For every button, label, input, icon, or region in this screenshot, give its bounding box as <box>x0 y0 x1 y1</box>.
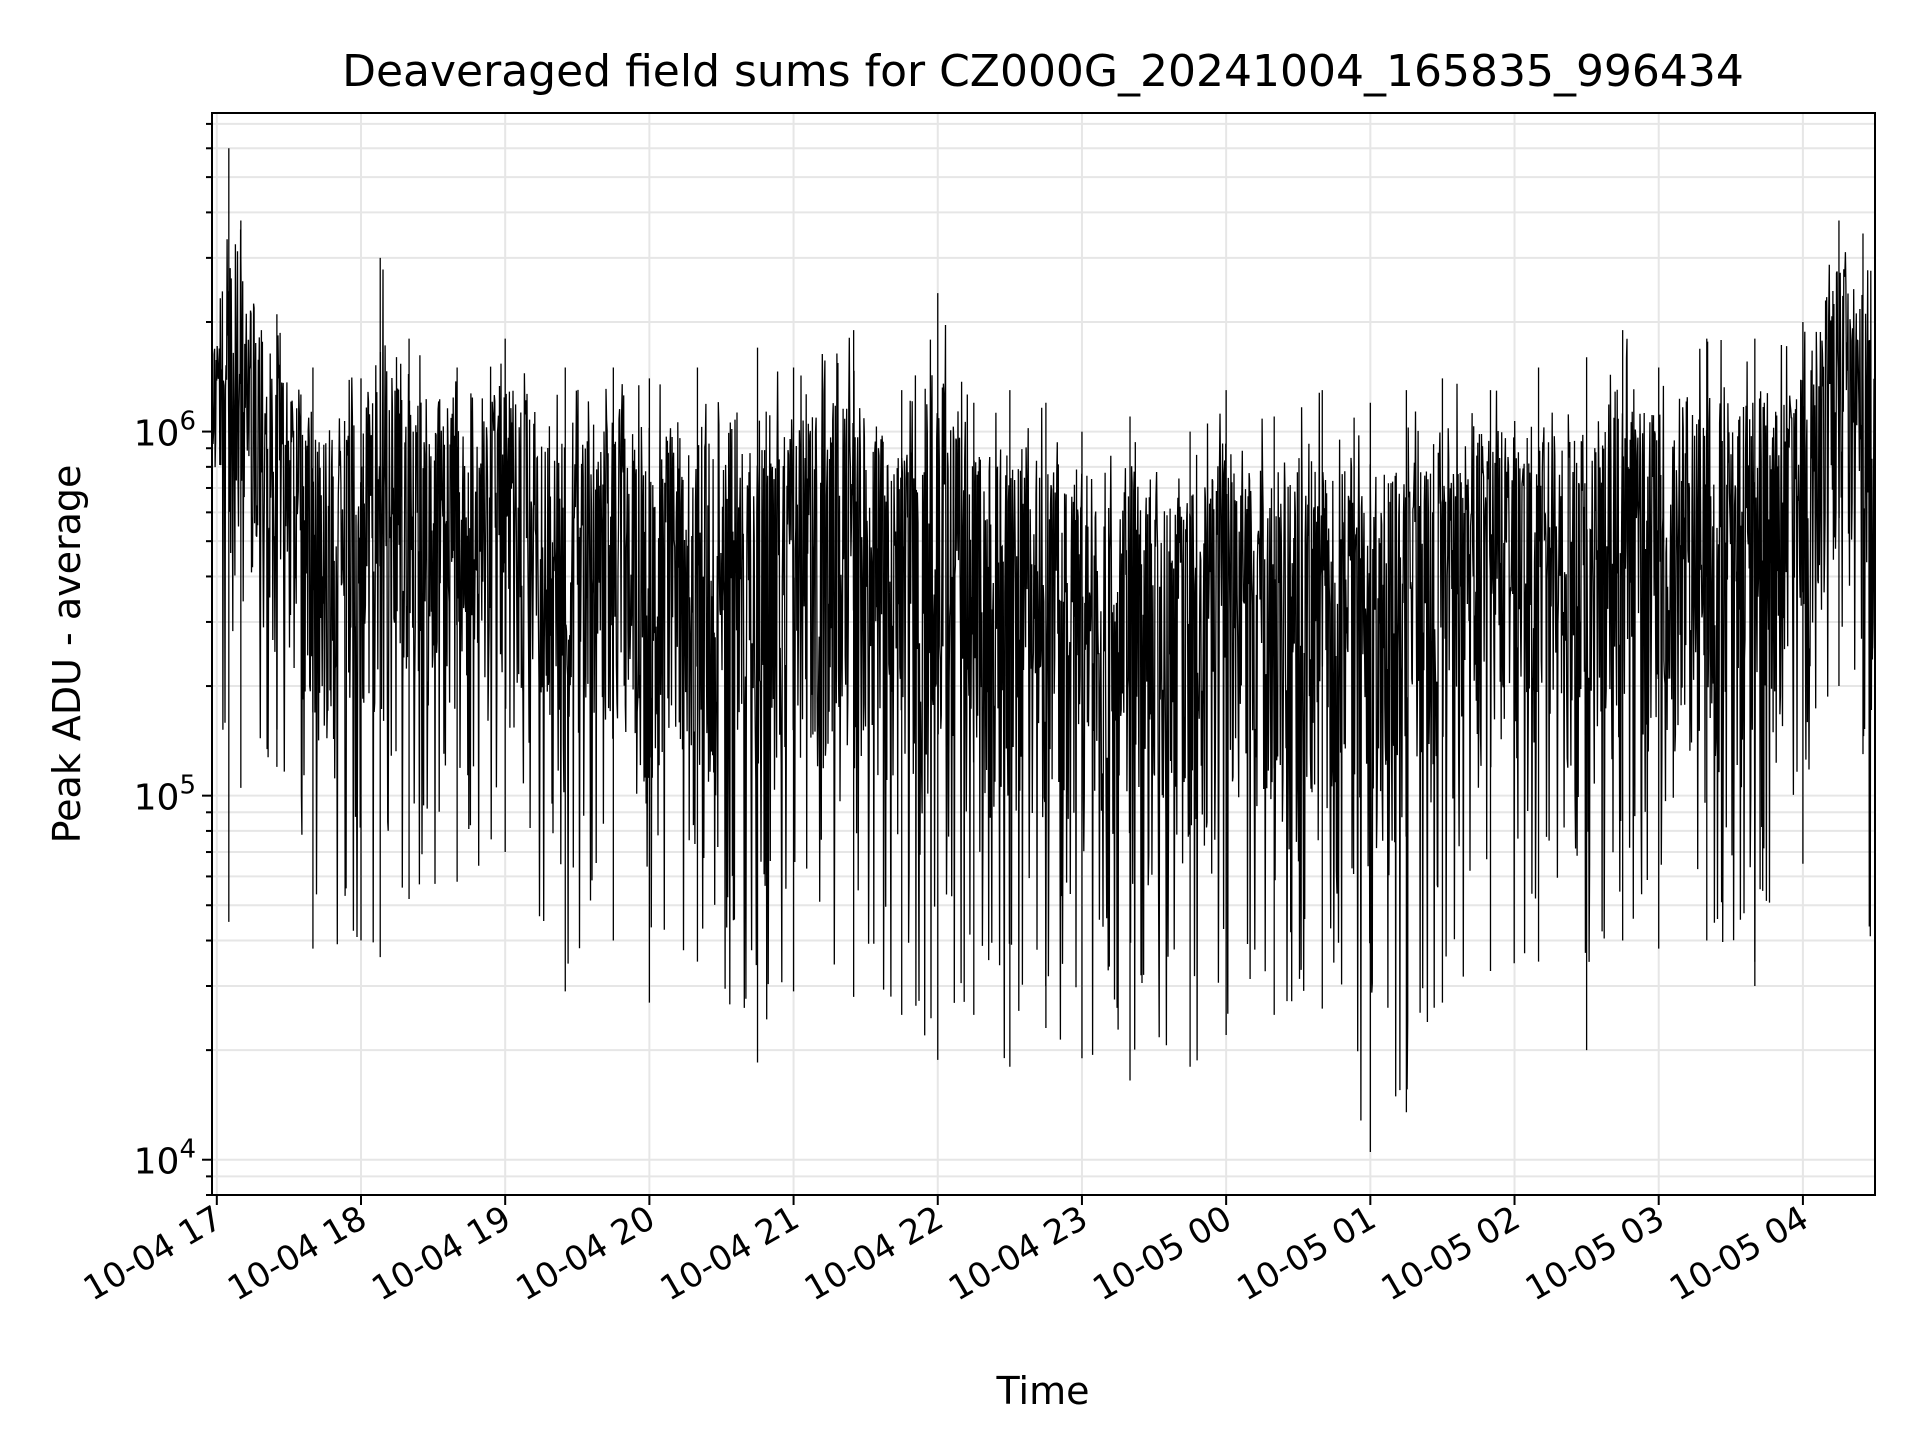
series-line <box>211 229 1876 1121</box>
plot-frame <box>211 112 1876 1196</box>
y-tick-label: 106 <box>134 407 196 455</box>
y-axis-label: Peak ADU - average <box>45 465 89 844</box>
chart-title: Deaveraged field sums for CZ000G_2024100… <box>342 46 1744 97</box>
y-tick-label: 104 <box>134 1135 196 1183</box>
y-tick-label: 105 <box>134 771 196 819</box>
x-axis-label: Time <box>996 1369 1090 1413</box>
